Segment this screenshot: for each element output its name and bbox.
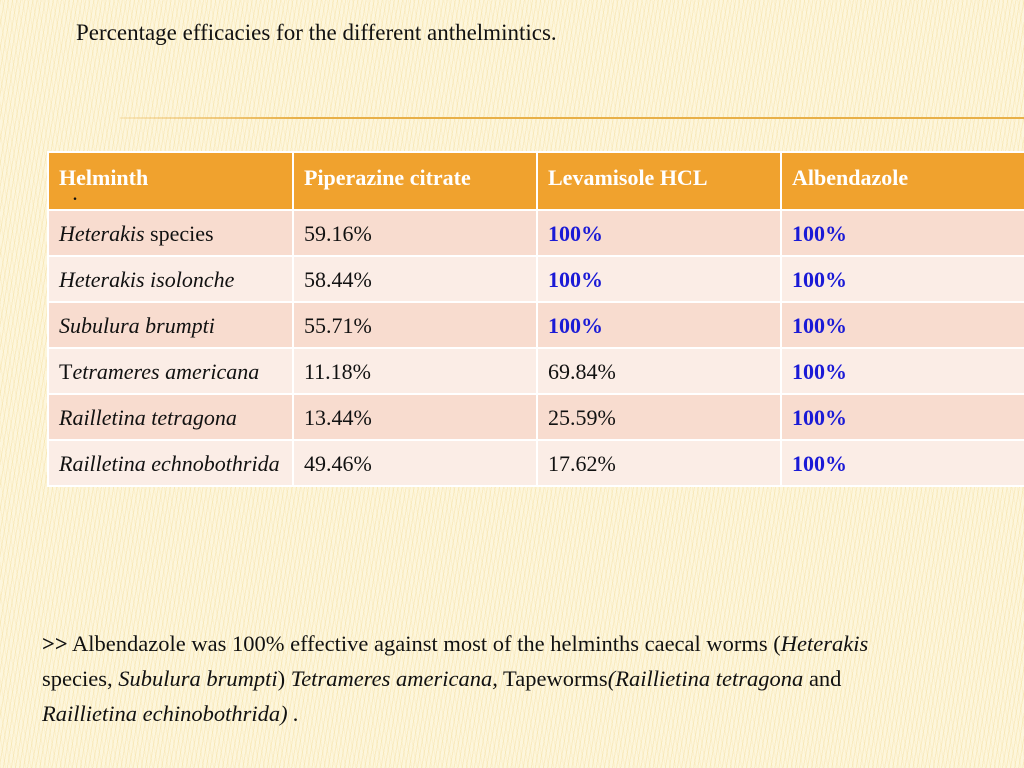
cell-levamisole: 100% (536, 209, 782, 257)
helminth-name: Railletina echnobothrida (59, 451, 280, 476)
cell-piperazine: 58.44% (292, 255, 538, 303)
note-marker: >> (42, 631, 68, 656)
header-marker: . (73, 187, 77, 204)
note-text: ) (277, 666, 291, 691)
cell-levamisole: 100% (536, 255, 782, 303)
header-levamisole: Levamisole HCL (536, 151, 782, 211)
note-species: Subulura brumpti (118, 666, 278, 691)
helminth-suffix: species (144, 221, 214, 246)
cell-piperazine: 11.18% (292, 347, 538, 395)
helminth-name: etrameres americana (72, 359, 260, 384)
cell-albendazole: 100% (780, 209, 1024, 257)
note-text: Albendazole was 100% effective against m… (67, 631, 781, 656)
table-row: Heterakis isolonche 58.44% 100% 100% (47, 255, 1024, 303)
cell-levamisole: 17.62% (536, 439, 782, 487)
cell-levamisole: 100% (536, 301, 782, 349)
cell-albendazole: 100% (780, 347, 1024, 395)
header-helminth: Helminth . (47, 151, 294, 211)
slide-title: Percentage efficacies for the different … (76, 20, 557, 45)
cell-albendazole: 100% (780, 301, 1024, 349)
cell-helminth: Subulura brumpti (47, 301, 294, 349)
note-text: Tapeworms (497, 666, 608, 691)
cell-piperazine: 13.44% (292, 393, 538, 441)
note-text: and (803, 666, 842, 691)
helminth-name: Railletina tetragona (59, 405, 237, 430)
cell-helminth: Railletina tetragona (47, 393, 294, 441)
helminth-name: Heterakis isolonche (59, 267, 235, 292)
table-row: Tetrameres americana 11.18% 69.84% 100% (47, 347, 1024, 395)
cell-albendazole: 100% (780, 255, 1024, 303)
note-species: Tetrameres americana, (290, 666, 498, 691)
efficacy-table: Helminth . Piperazine citrate Levamisole… (47, 151, 1024, 487)
helminth-prefix: T (59, 359, 73, 384)
cell-levamisole: 25.59% (536, 393, 782, 441)
header-piperazine: Piperazine citrate (292, 151, 538, 211)
note-species: Raillietina echinobothrida) . (42, 701, 299, 726)
cell-helminth: Heterakis species (47, 209, 294, 257)
helminth-name: Subulura brumpti (59, 313, 215, 338)
note-text: species, (42, 666, 119, 691)
cell-helminth: Tetrameres americana (47, 347, 294, 395)
cell-helminth: Railletina echnobothrida (47, 439, 294, 487)
efficacy-table-container: Helminth . Piperazine citrate Levamisole… (47, 151, 1024, 487)
cell-helminth: Heterakis isolonche (47, 255, 294, 303)
helminth-name: Heterakis (59, 221, 145, 246)
table-row: Railletina echnobothrida 49.46% 17.62% 1… (47, 439, 1024, 487)
summary-note: >> Albendazole was 100% effective agains… (42, 626, 902, 731)
cell-albendazole: 100% (780, 439, 1024, 487)
cell-piperazine: 59.16% (292, 209, 538, 257)
title-divider (120, 117, 1024, 119)
header-albendazole: Albendazole (780, 151, 1024, 211)
cell-albendazole: 100% (780, 393, 1024, 441)
table-row: Subulura brumpti 55.71% 100% 100% (47, 301, 1024, 349)
table-row: Heterakis species 59.16% 100% 100% (47, 209, 1024, 257)
table-header-row: Helminth . Piperazine citrate Levamisole… (47, 151, 1024, 211)
cell-piperazine: 49.46% (292, 439, 538, 487)
note-species: Heterakis (780, 631, 869, 656)
note-species: (Raillietina tetragona (607, 666, 804, 691)
table-row: Railletina tetragona 13.44% 25.59% 100% (47, 393, 1024, 441)
cell-piperazine: 55.71% (292, 301, 538, 349)
cell-levamisole: 69.84% (536, 347, 782, 395)
header-helminth-label: Helminth (59, 165, 149, 190)
